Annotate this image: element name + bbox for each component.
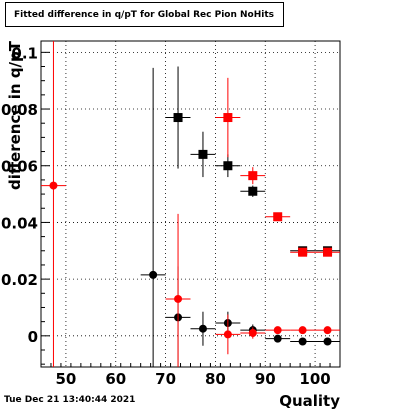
square-marker xyxy=(323,247,333,257)
circle-marker xyxy=(323,337,332,346)
circle-marker xyxy=(273,326,282,335)
y-tick-label: 0.02 xyxy=(1,271,38,289)
square-marker xyxy=(223,113,233,123)
square-marker xyxy=(223,161,233,171)
square-marker xyxy=(173,113,183,123)
x-tick-label: 100 xyxy=(299,370,330,388)
circle-marker xyxy=(149,270,158,279)
x-axis-title: Quality xyxy=(279,392,340,409)
y-tick-label: 0.1 xyxy=(11,44,38,62)
chart-title-box: Fitted difference in q/pT for Global Rec… xyxy=(5,2,284,27)
x-tick-label: 50 xyxy=(55,370,76,388)
x-tick-label: 60 xyxy=(105,370,126,388)
y-axis-title: difference in q/pT xyxy=(6,40,24,190)
square-marker xyxy=(198,149,208,159)
plot-frame xyxy=(40,40,341,368)
y-tick-label: 0.04 xyxy=(1,214,38,232)
x-tick-label: 90 xyxy=(255,370,276,388)
circle-marker xyxy=(198,324,207,333)
circle-marker xyxy=(273,334,282,343)
circle-marker xyxy=(323,326,332,335)
y-tick-label: 0.06 xyxy=(1,158,38,176)
chart-title: Fitted difference in q/pT for Global Rec… xyxy=(14,9,274,20)
square-marker xyxy=(273,212,283,222)
circle-marker xyxy=(298,337,307,346)
y-tick-label: 0 xyxy=(28,328,38,346)
circle-marker xyxy=(248,328,257,337)
x-tick-label: 80 xyxy=(205,370,226,388)
circle-marker xyxy=(49,181,58,190)
circle-marker xyxy=(223,330,232,339)
circle-marker xyxy=(298,326,307,335)
x-tick-label: 70 xyxy=(155,370,176,388)
timestamp: Tue Dec 21 13:40:44 2021 xyxy=(4,395,136,405)
circle-marker xyxy=(174,294,183,303)
y-tick-label: 0.08 xyxy=(1,101,38,119)
square-marker xyxy=(248,171,258,181)
square-marker xyxy=(298,247,308,257)
square-marker xyxy=(248,186,258,196)
